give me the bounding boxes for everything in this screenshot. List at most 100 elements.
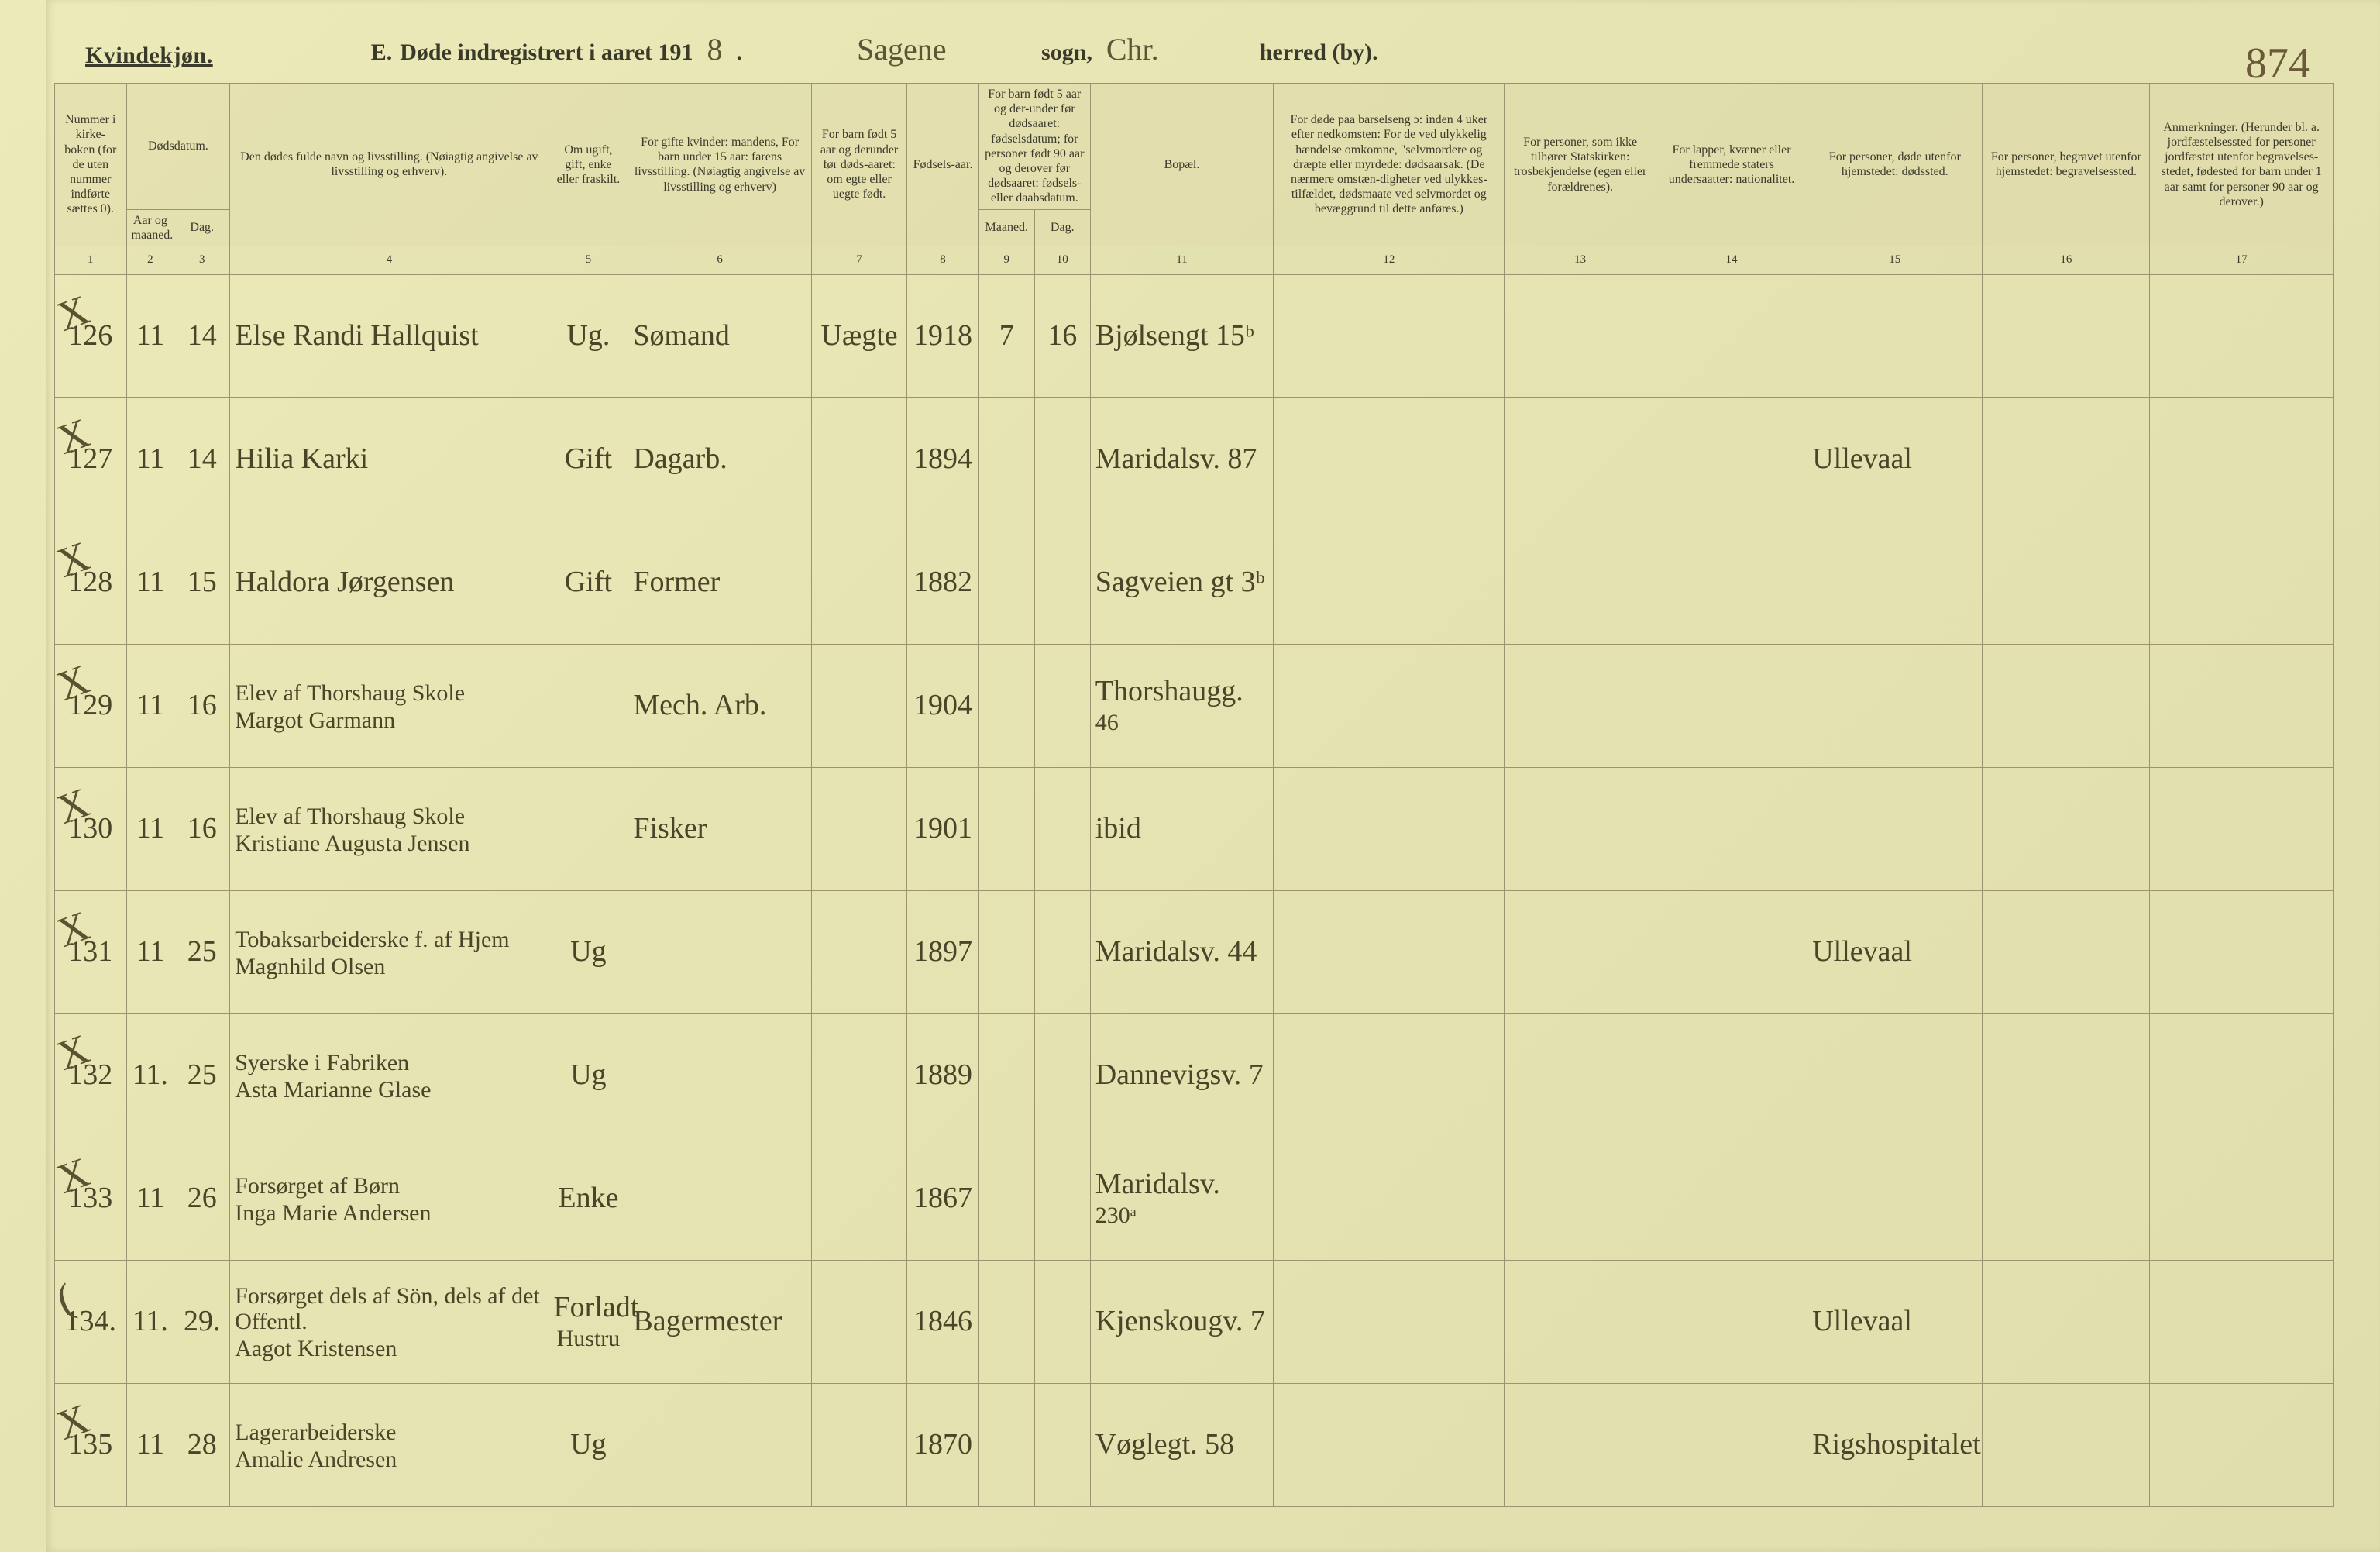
cell-fm <box>978 1260 1034 1383</box>
cell-text: Former <box>633 566 720 598</box>
cell-line: Tobaksarbeiderske f. af Hjem <box>235 927 543 952</box>
cell-c17 <box>2150 1383 2334 1506</box>
cell-egte <box>811 1383 906 1506</box>
cell-faar: 1897 <box>907 890 979 1013</box>
cell-far: Fisker <box>628 767 812 890</box>
hdr-c4: Den dødes fulde navn og livsstilling. (N… <box>230 84 549 246</box>
cell-c12 <box>1274 397 1505 521</box>
cell-c17 <box>2150 767 2334 890</box>
cell-fd: 16 <box>1034 274 1090 397</box>
cell-egte <box>811 1260 906 1383</box>
cell-c16 <box>1983 1137 2150 1260</box>
colnum: 17 <box>2150 246 2334 274</box>
cell-line: Syerske i Fabriken <box>235 1050 543 1075</box>
cell-num: X130 <box>55 767 127 890</box>
cell-mon: 11 <box>126 1383 174 1506</box>
cell-text: 1901 <box>913 812 972 845</box>
colnum: 11 <box>1090 246 1274 274</box>
colnum: 16 <box>1983 246 2150 274</box>
cell-faar: 1846 <box>907 1260 979 1383</box>
cell-c16 <box>1983 644 2150 767</box>
cell-stand: Gift <box>549 397 628 521</box>
table-row: X13211.25Syerske i FabrikenAsta Marianne… <box>55 1013 2334 1137</box>
colnum: 5 <box>549 246 628 274</box>
cell-fm <box>978 890 1034 1013</box>
cell-mon: 11. <box>126 1260 174 1383</box>
cell-c12 <box>1274 274 1505 397</box>
cell-text: Ullevaal <box>1812 1305 1912 1337</box>
cell-bopel: Sagveien gt 3ᵇ <box>1090 521 1274 644</box>
cell-faar: 1882 <box>907 521 979 644</box>
cell-c15 <box>1807 274 1983 397</box>
table-row: X1301116Elev af Thorshaug SkoleKristiane… <box>55 767 2334 890</box>
cell-bopel: Kjenskougv. 7 <box>1090 1260 1274 1383</box>
hdr-c11: Bopæl. <box>1090 84 1274 246</box>
cell-far: Mech. Arb. <box>628 644 812 767</box>
cell-text: Gift <box>565 442 612 475</box>
cell-c17 <box>2150 644 2334 767</box>
cell-bopel: Maridalsv. 87 <box>1090 397 1274 521</box>
cell-text: 11 <box>136 689 165 721</box>
cell-text: 25 <box>187 1058 217 1091</box>
cell-bopel: Vøglegt. 58 <box>1090 1383 1274 1506</box>
colnum: 14 <box>1656 246 1807 274</box>
cell-day: 26 <box>174 1137 230 1260</box>
cell-line: 46 <box>1095 710 1269 735</box>
cell-text: Rigshospitalet <box>1812 1428 1980 1461</box>
ledger-table: Nummer i kirke- boken (for de uten numme… <box>54 83 2334 1507</box>
cell-day: 25 <box>174 890 230 1013</box>
cell-c12 <box>1274 1260 1505 1383</box>
cell-text: 25 <box>187 935 217 968</box>
hdr-c2-3: Dødsdatum. <box>126 84 230 210</box>
cell-faar: 1901 <box>907 767 979 890</box>
cell-line: Forsørget af Børn <box>235 1173 543 1199</box>
cell-c14 <box>1656 397 1807 521</box>
sogn-value: Sagene <box>851 31 1034 69</box>
cell-mon: 11 <box>126 890 174 1013</box>
cell-line: 230ᵃ <box>1095 1203 1269 1228</box>
cell-c13 <box>1505 1013 1656 1137</box>
cell-bopel: Thorshaugg.46 <box>1090 644 1274 767</box>
cell-text: Mech. Arb. <box>633 689 766 721</box>
cell-name: Tobaksarbeiderske f. af HjemMagnhild Ols… <box>230 890 549 1013</box>
cell-text: 15 <box>187 566 217 598</box>
cell-c14 <box>1656 274 1807 397</box>
cell-fd <box>1034 1013 1090 1137</box>
cell-name: Forsørget dels af Sön, dels af det Offen… <box>230 1260 549 1383</box>
cell-c16 <box>1983 1013 2150 1137</box>
cell-fd <box>1034 644 1090 767</box>
cell-line: Forsørget dels af Sön, dels af det Offen… <box>235 1283 543 1334</box>
cell-c14 <box>1656 1013 1807 1137</box>
cell-text: Bagermester <box>633 1305 782 1337</box>
hdr-c2: Aar og maaned. <box>126 209 174 246</box>
title-line: E. Døde indregistrert i aaret 1918. Sage… <box>371 31 2334 69</box>
cell-text: ibid <box>1095 812 1141 845</box>
table-row: X1261114Else Randi HallquistUg.SømandUæg… <box>55 274 2334 397</box>
cell-text: Sømand <box>633 319 730 352</box>
cell-text: 16 <box>187 689 217 721</box>
cell-far <box>628 890 812 1013</box>
cell-text: 11. <box>132 1305 168 1337</box>
table-row: X1351128LagerarbeiderskeAmalie AndresenU… <box>55 1383 2334 1506</box>
cell-name: Forsørget af BørnInga Marie Andersen <box>230 1137 549 1260</box>
cell-faar: 1870 <box>907 1383 979 1506</box>
ledger-page: Kvindekjøn. E. Døde indregistrert i aare… <box>0 0 2380 1552</box>
cell-c17 <box>2150 521 2334 644</box>
cell-line: Aagot Kristensen <box>235 1336 543 1361</box>
cell-stand: Ug <box>549 1383 628 1506</box>
section-letter: E. <box>371 40 393 66</box>
cell-day: 16 <box>174 767 230 890</box>
cell-text: Ug <box>570 1428 606 1461</box>
cell-text: 1867 <box>913 1182 972 1214</box>
cell-c13 <box>1505 644 1656 767</box>
cell-c14 <box>1656 890 1807 1013</box>
cell-c16 <box>1983 274 2150 397</box>
hdr-c14: For lapper, kvæner eller fremmede stater… <box>1656 84 1807 246</box>
cell-text: 14 <box>187 319 217 352</box>
cell-c14 <box>1656 1137 1807 1260</box>
cell-text: Ug. <box>566 319 610 352</box>
cell-text: Ug <box>570 935 606 968</box>
cell-mon: 11 <box>126 397 174 521</box>
strike-mark: X <box>51 779 95 833</box>
cell-text: 16 <box>187 812 217 845</box>
